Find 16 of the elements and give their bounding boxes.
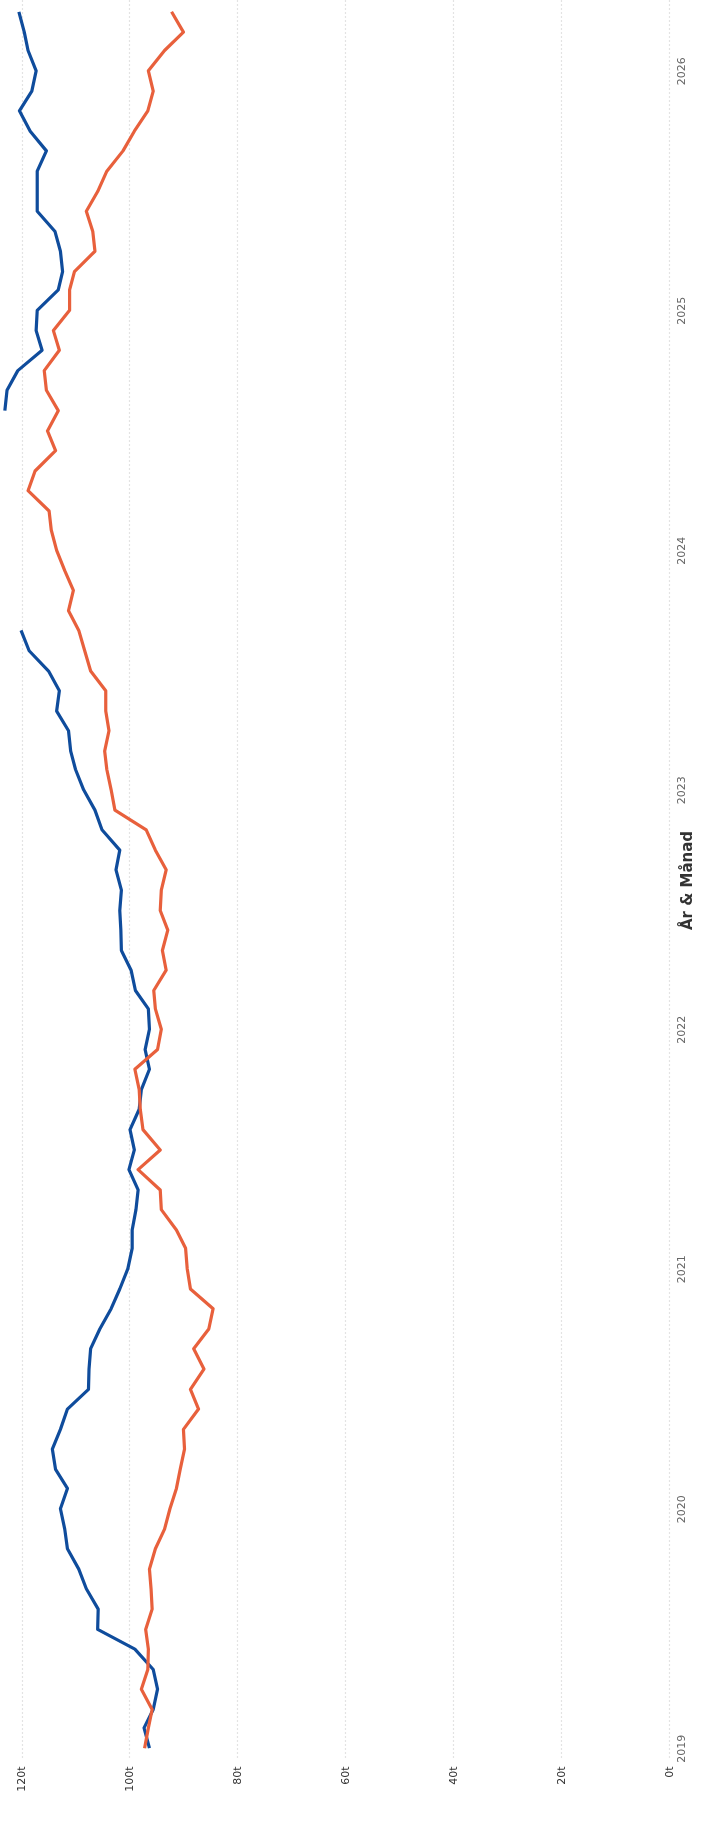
x-tick-label: 20t [554,1765,568,1785]
x-tick-label: 120t [15,1765,29,1792]
y-axis-title: År & Månad [676,830,696,931]
y-tick-label: 2026 [674,57,688,86]
y-tick-label: 2025 [674,296,688,325]
x-tick-label: 60t [338,1765,352,1785]
y-tick-label: 2020 [674,1495,688,1524]
y-tick-label: 2023 [674,776,688,805]
x-tick-label: 0t [662,1765,676,1778]
x-tick-label: 40t [446,1765,460,1785]
y-tick-label: 2021 [674,1255,688,1284]
x-tick-label: 100t [122,1765,136,1792]
x-tick-label: 80t [230,1765,244,1785]
y-tick-label: 2024 [674,536,688,565]
y-tick-label: 2022 [674,1015,688,1044]
y-tick-label: 2019 [674,1734,688,1763]
